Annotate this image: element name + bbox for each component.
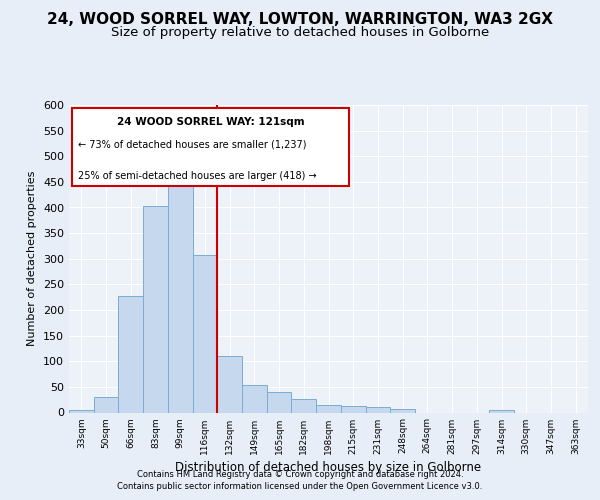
Bar [118,296,143,412]
Bar [143,206,168,412]
Bar [267,392,292,412]
Text: 25% of semi-detached houses are larger (418) →: 25% of semi-detached houses are larger (… [78,170,316,180]
Bar [341,406,365,412]
Text: Contains HM Land Registry data © Crown copyright and database right 2024.: Contains HM Land Registry data © Crown c… [137,470,463,479]
Text: Contains public sector information licensed under the Open Government Licence v3: Contains public sector information licen… [118,482,482,491]
Bar [316,405,341,412]
Bar [168,175,193,412]
Text: 24 WOOD SORREL WAY: 121sqm: 24 WOOD SORREL WAY: 121sqm [116,118,304,128]
Bar [390,409,415,412]
Bar [94,397,118,412]
Text: ← 73% of detached houses are smaller (1,237): ← 73% of detached houses are smaller (1,… [78,139,307,149]
Bar [217,356,242,412]
FancyBboxPatch shape [71,108,349,186]
Y-axis label: Number of detached properties: Number of detached properties [28,171,37,346]
Bar [292,398,316,412]
Text: Size of property relative to detached houses in Golborne: Size of property relative to detached ho… [111,26,489,39]
Bar [365,408,390,412]
Bar [69,410,94,412]
Bar [242,385,267,412]
Bar [193,255,217,412]
Bar [489,410,514,412]
Text: 24, WOOD SORREL WAY, LOWTON, WARRINGTON, WA3 2GX: 24, WOOD SORREL WAY, LOWTON, WARRINGTON,… [47,12,553,28]
X-axis label: Distribution of detached houses by size in Golborne: Distribution of detached houses by size … [175,460,482,473]
